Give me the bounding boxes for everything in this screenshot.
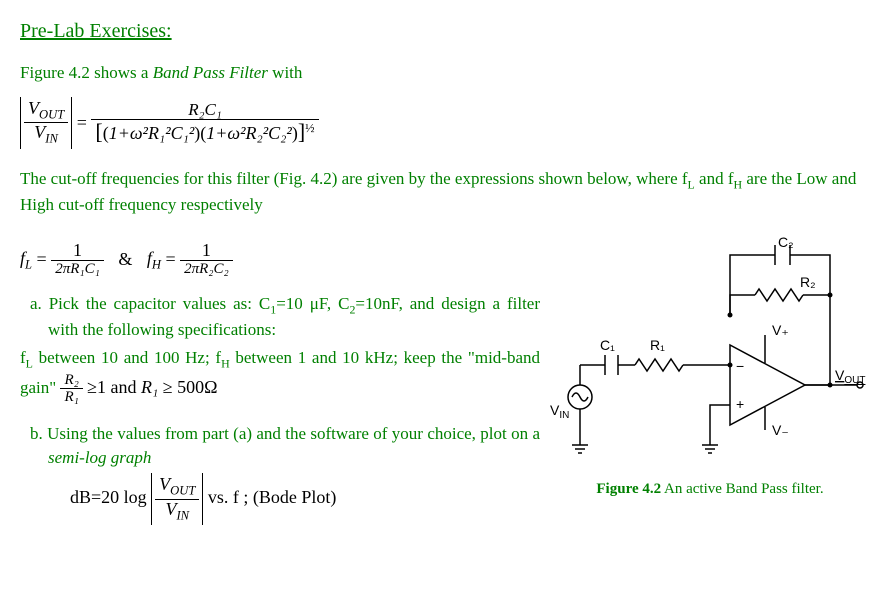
label-vminus: V₋ <box>772 422 789 438</box>
label-vout: VOUT <box>835 367 865 386</box>
item-a: a. Pick the capacitor values as: C1=10 μ… <box>20 292 540 342</box>
item-a-specs: fL between 10 and 100 Hz; fH between 1 a… <box>20 346 540 406</box>
intro-prefix: Figure 4.2 shows a <box>20 63 153 82</box>
label-vplus: V₊ <box>772 322 789 338</box>
intro-suffix: with <box>268 63 302 82</box>
label-r2: R₂ <box>800 274 816 290</box>
section-heading: Pre-Lab Exercises: <box>20 20 870 43</box>
cutoff-freq-formula: fL = 12πR₁C₁ & fH = 12πR₂C₂ <box>20 241 540 278</box>
transfer-function-formula: VOUT VIN = R₂C₁ [(1+ω²R₁²C₁²)(1+ω²R₂²C₂²… <box>20 97 870 149</box>
label-r1: R₁ <box>650 337 665 353</box>
intro-italic: Band Pass Filter <box>153 63 268 82</box>
item-b: b. Using the values from part (a) and th… <box>20 422 540 470</box>
label-c2: C₂ <box>778 235 794 250</box>
cutoff-description: The cut-off frequencies for this filter … <box>20 167 870 217</box>
intro-line: Figure 4.2 shows a Band Pass Filter with <box>20 61 870 85</box>
figure-caption: Figure 4.2 An active Band Pass filter. <box>550 481 870 498</box>
circuit-diagram: C₂ R₂ C₁ R₁ V₊ V₋ − + VIN VOUT <box>550 235 870 475</box>
opamp-minus: − <box>736 358 744 374</box>
label-vin: VIN <box>550 402 569 421</box>
label-c1: C₁ <box>600 337 615 353</box>
item-b-formula: dB=20 log VOUT VIN vs. f ; (Bode Plot) <box>70 473 540 525</box>
opamp-plus: + <box>736 396 744 412</box>
